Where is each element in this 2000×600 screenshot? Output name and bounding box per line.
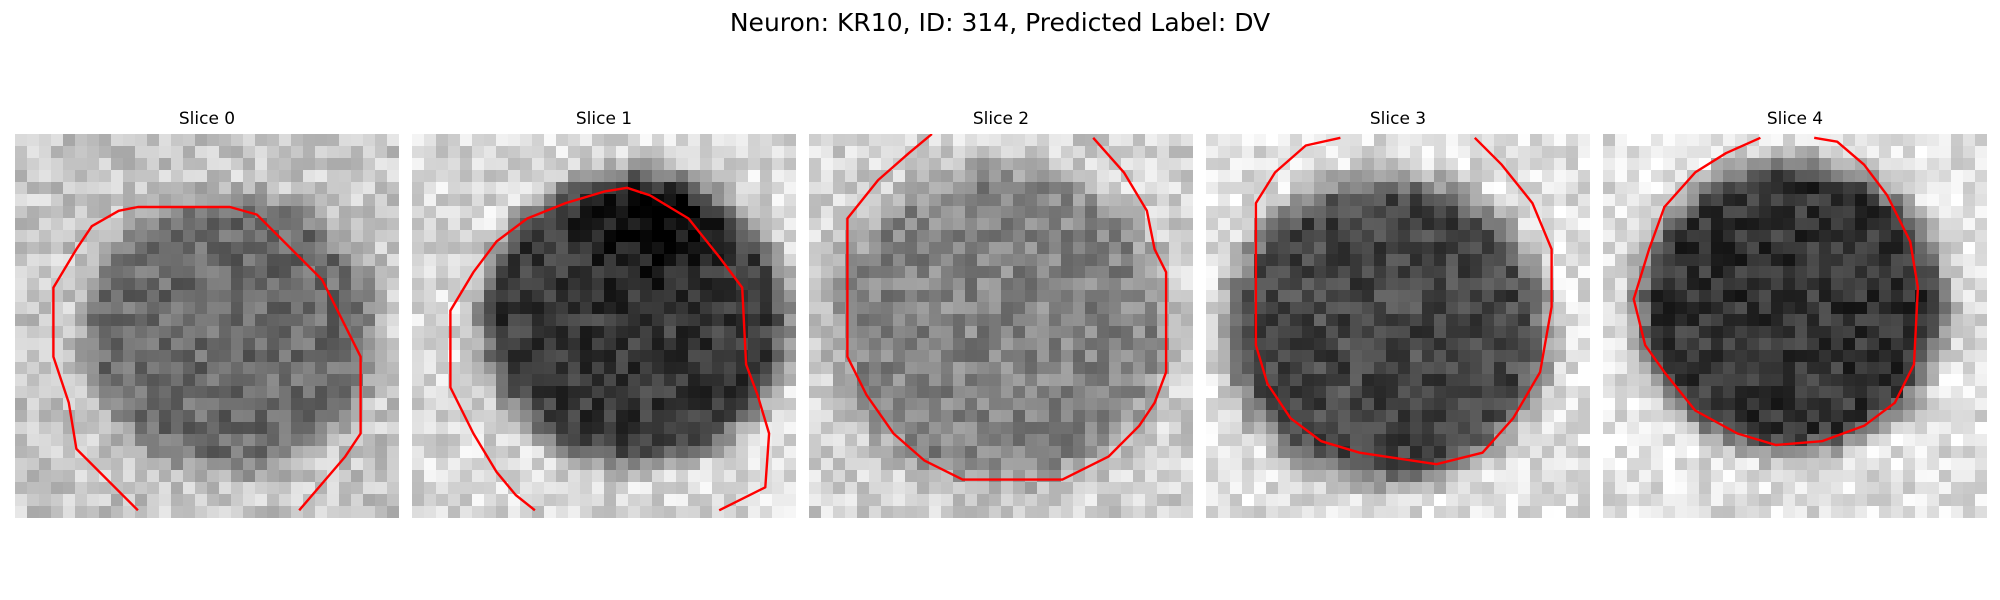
- pixel-grid: [412, 134, 796, 518]
- slice-image: [412, 134, 796, 518]
- slice-panel-2: Slice 2: [809, 108, 1193, 518]
- slice-title: Slice 2: [972, 109, 1030, 129]
- pixel-grid: [809, 134, 1193, 518]
- slice-image: [1603, 134, 1987, 518]
- slice-title: Slice 0: [178, 109, 236, 129]
- slice-image: [15, 134, 399, 518]
- pixel-grid: [1206, 134, 1590, 518]
- slice-image: [809, 134, 1193, 518]
- slice-panel-1: Slice 1: [412, 108, 796, 518]
- slice-title: Slice 1: [575, 109, 633, 129]
- slice-panel-0: Slice 0: [15, 108, 399, 518]
- pixel-grid: [1603, 134, 1987, 518]
- slice-title: Slice 4: [1766, 109, 1824, 129]
- slice-title: Slice 3: [1369, 109, 1427, 129]
- red-contour: [449, 186, 771, 512]
- slice-image: [1206, 134, 1590, 518]
- figure-title: Neuron: KR10, ID: 314, Predicted Label: …: [729, 8, 1271, 37]
- red-contour: [846, 134, 1168, 481]
- red-contour: [1254, 136, 1553, 466]
- pixel-grid: [15, 134, 399, 518]
- red-contour: [1632, 136, 1920, 447]
- slice-panel-4: Slice 4: [1603, 108, 1987, 518]
- red-contour: [52, 205, 362, 512]
- slice-panel-3: Slice 3: [1206, 108, 1590, 518]
